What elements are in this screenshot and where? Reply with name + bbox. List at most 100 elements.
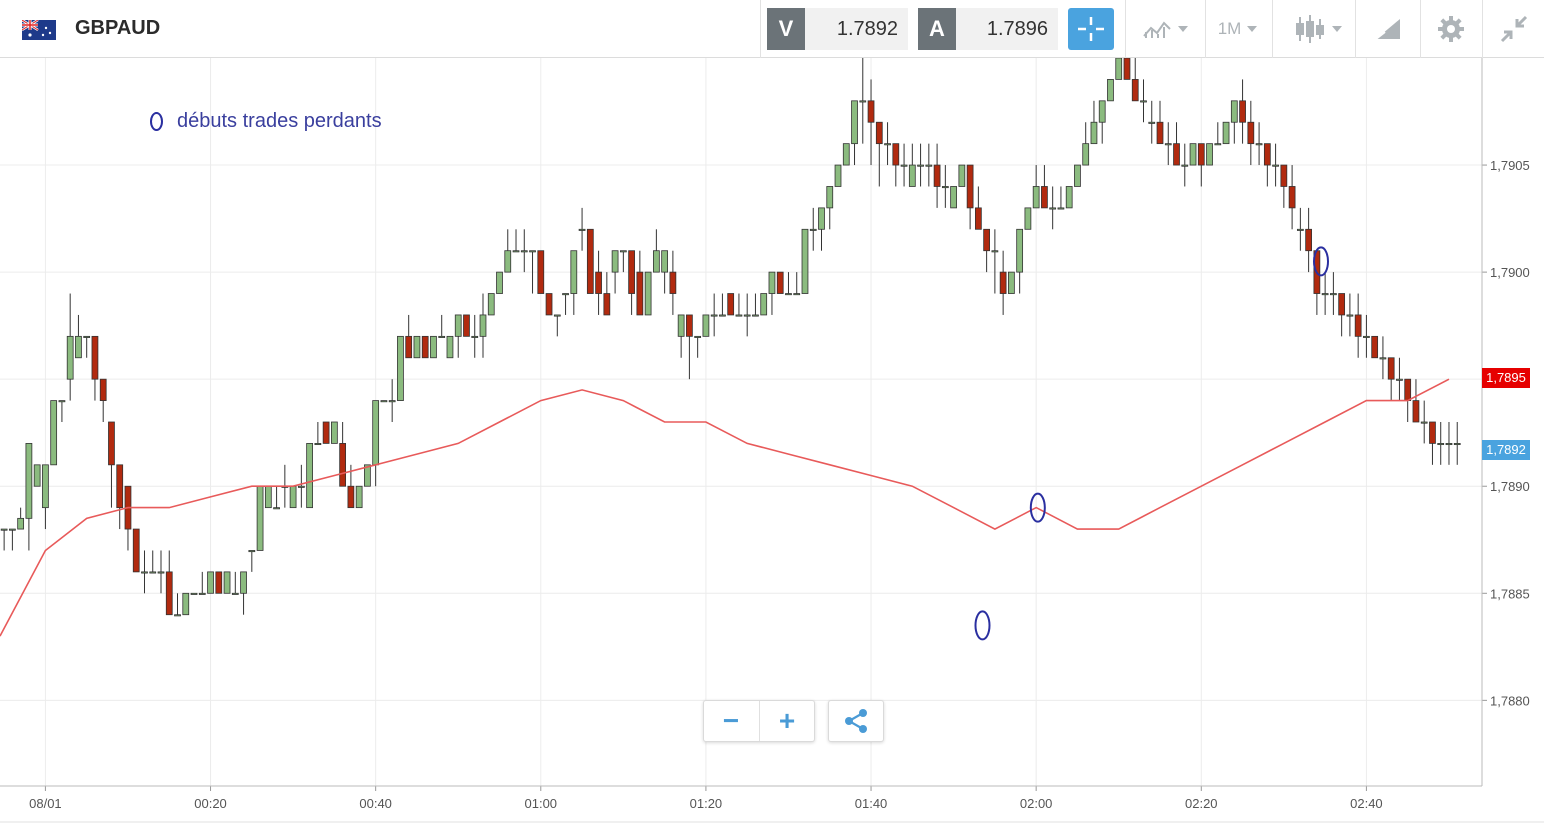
candle-up <box>512 250 520 253</box>
candle-up <box>702 314 710 337</box>
candle-up <box>1445 443 1453 446</box>
candle-up <box>1363 335 1370 338</box>
crosshair-button[interactable] <box>1068 8 1114 50</box>
candle-type-button[interactable] <box>1285 8 1350 50</box>
candle-up <box>33 464 41 487</box>
candle-up <box>743 314 751 317</box>
zoom-out-button[interactable]: − <box>722 705 740 736</box>
candle-up <box>364 464 371 487</box>
candle-up <box>198 592 206 595</box>
candle-up <box>438 335 446 338</box>
x-tick-label: 01:00 <box>525 796 558 811</box>
candle-up <box>446 335 454 359</box>
candle-up <box>1214 143 1222 146</box>
candle-down <box>669 271 677 294</box>
losing-trade-marker <box>1029 492 1046 523</box>
candle-down <box>1404 378 1412 401</box>
candle-up <box>1065 186 1073 209</box>
candle-down <box>1197 143 1205 166</box>
candle-down <box>165 571 173 616</box>
candle-up <box>1024 207 1032 230</box>
candle-down <box>966 164 974 209</box>
candle-up <box>884 143 891 146</box>
candle-up <box>1296 228 1304 231</box>
candle-up <box>694 335 702 338</box>
candle-down <box>999 271 1007 294</box>
candle-up <box>768 271 776 294</box>
candle-up <box>1115 58 1123 80</box>
drawing-tools-icon <box>1374 19 1400 40</box>
candle-down <box>727 293 735 316</box>
candle-up <box>842 143 850 166</box>
candle-up <box>174 614 181 617</box>
candle-up <box>991 250 999 253</box>
gear-icon <box>1438 16 1464 42</box>
candle-up <box>1107 79 1114 102</box>
candle-up <box>1074 164 1081 187</box>
candle-up <box>752 314 759 317</box>
candle-up <box>479 314 487 337</box>
candle-up <box>454 314 462 337</box>
candle-up <box>859 100 867 103</box>
uk-australia-flag-icon <box>22 20 56 40</box>
sell-label[interactable]: V <box>767 8 805 50</box>
collapse-button[interactable] <box>1492 8 1536 50</box>
candle-down <box>1131 79 1139 102</box>
candle-down <box>892 143 900 166</box>
candle-down <box>1173 143 1180 166</box>
buy-label[interactable]: A <box>918 8 956 50</box>
candle-up <box>941 186 949 189</box>
candle-up <box>826 186 834 209</box>
candle-up <box>785 293 792 296</box>
candle-up <box>900 164 908 167</box>
candle-up <box>149 571 157 574</box>
candle-up <box>801 228 809 294</box>
candle-up <box>1255 143 1263 146</box>
toolbar: GBPAUD V 1.7892 A 1.7896 1M <box>0 0 1544 58</box>
candle-down <box>974 207 982 230</box>
candle-down <box>875 121 883 145</box>
candle-up <box>1453 443 1461 446</box>
candle-up <box>1148 121 1156 124</box>
candle-up <box>1181 164 1189 167</box>
candle-down <box>628 250 635 294</box>
y-tick-label: 1,7890 <box>1490 479 1530 494</box>
zoom-in-button[interactable]: + <box>778 705 796 736</box>
candle-down <box>545 293 553 316</box>
candle-down <box>215 571 223 594</box>
candle-down <box>867 100 875 123</box>
separator <box>1420 0 1421 58</box>
candle-down <box>586 228 594 294</box>
buy-price[interactable]: 1.7896 <box>956 8 1058 50</box>
candle-up <box>793 293 801 296</box>
x-tick-label: 00:20 <box>194 796 227 811</box>
candle-up <box>958 164 966 187</box>
candle-up <box>1016 228 1024 273</box>
price-chart[interactable]: 1,7880 1,7885 1,7890 1,7895 1,7900 1,7905 08/0… <box>0 58 1544 825</box>
candle-down <box>91 335 99 380</box>
candle-up <box>570 250 578 294</box>
candle-up <box>0 528 8 531</box>
candle-up <box>380 400 388 403</box>
timeframe-dropdown[interactable]: 1M <box>1210 8 1265 50</box>
candle-down <box>1371 335 1379 359</box>
candle-up <box>1346 314 1354 317</box>
settings-button[interactable] <box>1430 8 1472 50</box>
indicators-button[interactable] <box>1135 8 1195 50</box>
candle-up <box>553 314 561 317</box>
candle-up <box>908 164 916 187</box>
candle-up <box>735 314 743 317</box>
candle-down <box>108 421 115 466</box>
candle-down <box>1288 186 1296 209</box>
legend-marker-icon <box>150 112 163 132</box>
candle-down <box>1338 293 1346 316</box>
sell-price[interactable]: 1.7892 <box>805 8 908 50</box>
candle-up <box>760 293 768 316</box>
candle-up <box>248 550 256 553</box>
candle-down <box>132 528 140 573</box>
candle-up <box>355 485 363 509</box>
drawing-tools-button[interactable] <box>1365 8 1410 50</box>
plot-area <box>0 58 1482 786</box>
candle-down <box>1123 58 1131 80</box>
share-icon[interactable] <box>829 701 883 741</box>
